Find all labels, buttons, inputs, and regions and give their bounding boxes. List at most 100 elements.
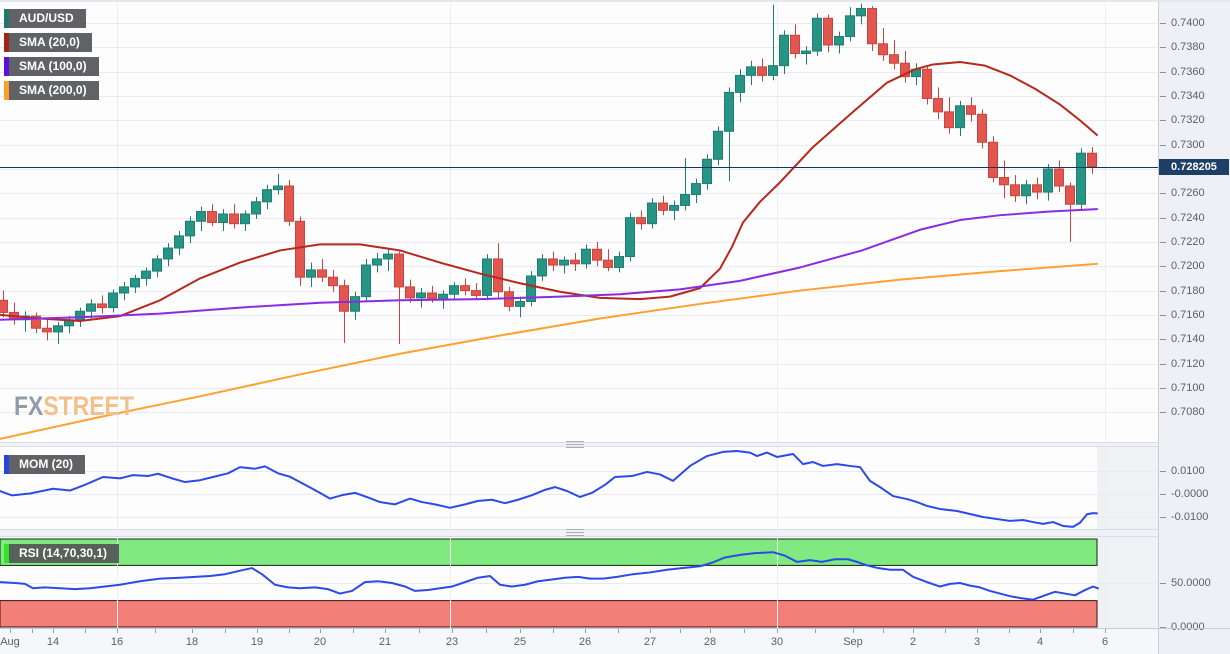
candle-body-down: [1032, 184, 1042, 193]
candle-body-up: [856, 8, 866, 17]
candle-body-up: [372, 258, 382, 266]
price-axis-tick: [1160, 315, 1166, 316]
time-axis-label: 23: [445, 636, 459, 648]
fxstreet-watermark: FXSTREET: [14, 391, 134, 422]
watermark-street: STREET: [43, 391, 134, 421]
candle-body-up: [669, 204, 679, 211]
legend-item-sma100[interactable]: SMA (100,0): [4, 57, 99, 76]
time-axis-tick: [155, 629, 156, 633]
price-axis-label: 0.7340: [1171, 90, 1205, 102]
price-axis-tick: [1160, 242, 1166, 243]
price-axis-label: 0.0000: [1171, 621, 1205, 633]
candle-body-down: [570, 259, 580, 265]
pane-resize-handle-icon[interactable]: [566, 529, 584, 536]
price-axis-label: 0.7360: [1171, 66, 1205, 78]
time-axis-label: 4: [1036, 636, 1044, 648]
price-axis-label: 0.7080: [1171, 406, 1205, 418]
price-axis-label: 0.7220: [1171, 236, 1205, 248]
price-axis-tick: [1160, 471, 1166, 472]
candle-body-down: [405, 286, 415, 299]
candle-body-down: [1010, 184, 1020, 197]
candle-body-up: [537, 258, 547, 277]
pane-resize-handle-icon[interactable]: [566, 441, 584, 448]
time-axis-tick: [32, 629, 33, 633]
price-axis-tick: [1160, 291, 1166, 292]
legend-item-rsi[interactable]: RSI (14,70,30,1): [4, 544, 120, 563]
time-axis-tick: [289, 629, 290, 633]
time-axis-tick: [815, 629, 816, 633]
price-axis-tick: [1160, 517, 1166, 518]
time-axis-tick: [117, 629, 118, 633]
time-axis-tick: [320, 629, 321, 633]
candle-body-up: [1021, 184, 1031, 197]
candle-body-up: [746, 66, 756, 76]
price-axis-label: 0.7380: [1171, 41, 1205, 53]
candle-body-up: [185, 220, 195, 237]
price-axis-label: 0.7180: [1171, 285, 1205, 297]
candle-body-up: [614, 256, 624, 268]
candle-body-down: [1054, 168, 1064, 187]
time-axis-tick: [853, 629, 854, 633]
sma200-label: SMA (200,0): [9, 81, 99, 100]
time-axis-tick: [486, 629, 487, 633]
time-axis-tick: [1073, 629, 1074, 633]
candle-body-down: [867, 8, 877, 45]
price-axis-tick: [1160, 47, 1166, 48]
sma200-color-bar: [4, 81, 9, 100]
legend-item-mom[interactable]: MOM (20): [4, 455, 85, 474]
sma20-color-bar: [4, 33, 9, 52]
price-axis-label: 0.7240: [1171, 212, 1205, 224]
candle-body-up: [625, 217, 635, 258]
candle-body-down: [823, 17, 833, 46]
mom-legend: MOM (20): [4, 455, 85, 479]
time-axis-label: 6: [1101, 636, 1109, 648]
time-axis-label: 14: [46, 636, 60, 648]
candle-body-up: [273, 185, 283, 191]
price-axis-tick: [1160, 627, 1166, 628]
candle-body-up: [779, 34, 789, 67]
sma-line: [0, 61, 1098, 322]
legend-item-sma200[interactable]: SMA (200,0): [4, 81, 99, 100]
time-axis-label: 19: [250, 636, 264, 648]
price-pane[interactable]: AUD/USD SMA (20,0) SMA (100,0) SMA (200,…: [0, 2, 1158, 442]
price-axis-label: 50.0000: [1171, 577, 1211, 589]
candle-body-up: [768, 65, 778, 76]
time-axis-label: Sep: [843, 636, 863, 648]
rsi-chart: [0, 537, 1158, 628]
candle-body-up: [75, 310, 85, 321]
price-axis-tick: [1160, 120, 1166, 121]
candle-body-down: [295, 220, 305, 278]
time-axis[interactable]: Aug 14 16 18 19 20 21 23 25 26 27 28 30 Sep 2 3 4 6: [0, 628, 1158, 654]
candle-body-up: [559, 259, 569, 266]
rsi-pane[interactable]: RSI (14,70,30,1): [0, 537, 1158, 628]
candle-body-up: [1043, 168, 1053, 193]
time-axis-tick: [977, 629, 978, 633]
price-axis[interactable]: 0.7400 0.7380 0.7360 0.7340 0.7320 0.7300 0.72…: [1158, 2, 1230, 654]
sma20-label: SMA (20,0): [9, 33, 92, 52]
price-axis-tick: [1160, 193, 1166, 194]
legend-item-symbol[interactable]: AUD/USD: [4, 9, 99, 28]
candle-body-down: [471, 290, 481, 296]
price-axis-label: 0.0100: [1171, 465, 1205, 477]
price-axis-label: 0.7140: [1171, 333, 1205, 345]
time-axis-tick: [1040, 629, 1041, 633]
candle-body-up: [845, 15, 855, 37]
candle-body-down: [966, 105, 976, 115]
candle-body-down: [878, 43, 888, 56]
price-axis-label: 0.7120: [1171, 358, 1205, 370]
watermark-fx: FX: [14, 391, 44, 421]
legend-item-sma20[interactable]: SMA (20,0): [4, 33, 99, 52]
candle-body-down: [889, 54, 899, 64]
price-axis-label: 0.7200: [1171, 260, 1205, 272]
price-axis-tick: [1160, 388, 1166, 389]
momentum-pane[interactable]: MOM (20): [0, 447, 1158, 529]
sma100-label: SMA (100,0): [9, 57, 99, 76]
price-axis-tick: [1160, 218, 1166, 219]
rsi-legend: RSI (14,70,30,1): [4, 544, 120, 568]
time-axis-tick: [10, 629, 11, 633]
candle-body-down: [999, 177, 1009, 186]
candle-body-up: [438, 293, 448, 300]
time-axis-tick: [192, 629, 193, 633]
time-axis-tick: [53, 629, 54, 633]
time-axis-tick: [385, 629, 386, 633]
